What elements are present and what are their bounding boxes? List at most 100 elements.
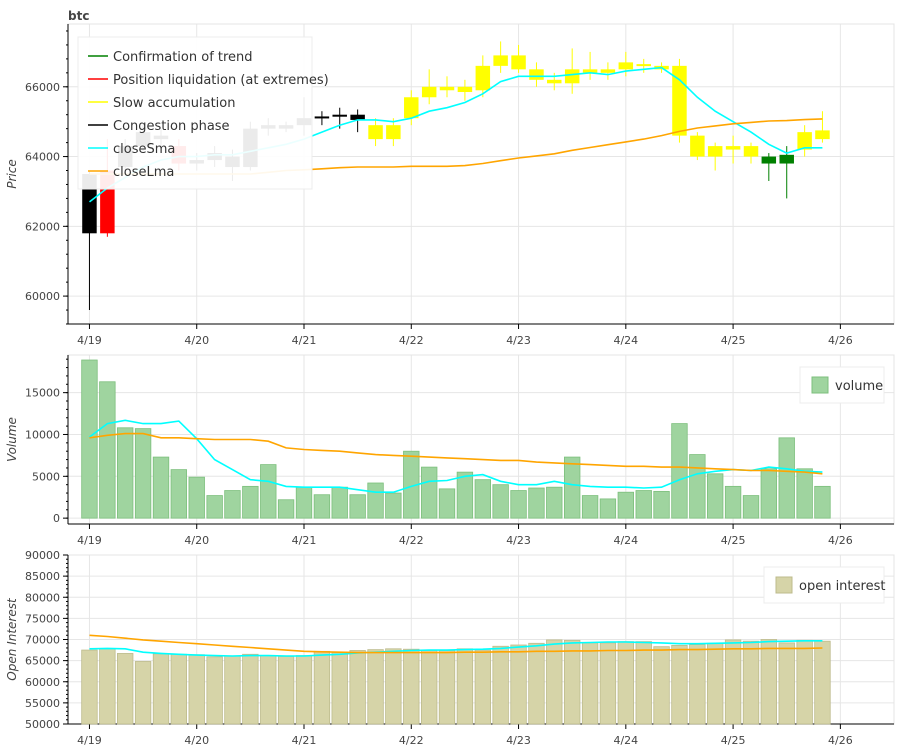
panel-2-bar	[456, 471, 474, 519]
candle-body	[725, 146, 741, 150]
panel-3-series-closeSma	[89, 639, 823, 657]
candle-body	[779, 154, 794, 164]
panel-3-x-tick-label: 4/19	[77, 734, 102, 747]
panel-3-y-tick-label: 70000	[25, 634, 60, 647]
panel-1-y-tick-label: 64000	[25, 151, 60, 164]
panel-3-bar	[313, 650, 331, 725]
panel-1-x-tick-label: 4/25	[721, 334, 746, 347]
panel-3-bar	[242, 653, 259, 725]
candle-body	[314, 116, 330, 119]
panel-3-bar	[81, 649, 98, 725]
panel-2-x-tick-label: 4/22	[399, 534, 424, 547]
panel-1-y-tick-label: 66000	[25, 81, 60, 94]
panel-2-y-tick-label: 10000	[25, 428, 60, 441]
panel-3-bar	[706, 642, 724, 725]
panel-3-x-tick-label: 4/22	[399, 734, 424, 747]
panel-2-bar	[242, 485, 259, 519]
panel-2-bar	[116, 427, 134, 519]
panel-3-bar	[653, 646, 670, 725]
panel-3-y-tick-label: 80000	[25, 591, 60, 604]
legend-label: Confirmation of trend	[113, 50, 253, 65]
panel-3-bar	[689, 644, 706, 725]
panel-2-bar	[510, 490, 527, 519]
panel-3-bar	[671, 645, 688, 725]
legend-box	[77, 36, 313, 190]
panel-3-bar	[277, 656, 295, 725]
panel-2-bar	[421, 466, 438, 519]
panel-3-bar	[438, 650, 456, 725]
chart-title: btc	[68, 9, 89, 23]
panel-2-bar	[742, 495, 760, 519]
panel-2-bar	[99, 381, 116, 519]
panel-3-bar	[581, 642, 599, 725]
panel-3-bar	[170, 653, 187, 725]
candle-body	[600, 69, 616, 73]
panel-3-x-tick-label: 4/26	[828, 734, 853, 747]
panel-3-bar	[546, 639, 563, 725]
panel-2-bar	[528, 487, 545, 519]
panel-3-x-tick-label: 4/24	[613, 734, 638, 747]
panel-2-x-tick-label: 4/20	[184, 534, 209, 547]
panel-3-bar	[456, 648, 474, 725]
panel-3-legend-swatch	[775, 576, 793, 594]
legend-label: closeSma	[113, 142, 175, 157]
panel-2-bar	[724, 485, 742, 519]
panel-2-legend-swatch	[811, 376, 829, 394]
panel-3-bar	[224, 655, 241, 725]
panel-2-bar	[134, 428, 152, 519]
candle-body	[404, 97, 419, 119]
panel-2-bar	[331, 486, 348, 519]
panel-3-bar	[260, 655, 277, 725]
panel-3-bar	[206, 656, 223, 725]
panel-2-bar	[206, 495, 223, 519]
panel-2-bar	[277, 499, 295, 519]
panel-2-bar	[653, 490, 670, 519]
panel-2-bar	[349, 494, 366, 519]
panel-2-bar	[635, 490, 652, 519]
panel-3-bar	[152, 653, 170, 725]
candle-body	[529, 69, 544, 80]
panel-3-y-tick-label: 60000	[25, 676, 60, 689]
panel-2-x-tick-label: 4/23	[506, 534, 531, 547]
panel-2-bar	[367, 482, 384, 519]
panel-3-bar	[331, 652, 348, 725]
candle-body	[332, 114, 347, 117]
panel-3-bar	[99, 648, 116, 725]
panel-2-bar	[706, 473, 724, 519]
panel-3-bar	[367, 649, 384, 725]
panel-1-x-tick-label: 4/20	[184, 334, 209, 347]
panel-3-bar	[796, 639, 813, 725]
candle-body	[547, 79, 562, 84]
panel-2-bar	[385, 492, 402, 519]
panel-3-bar	[564, 639, 581, 725]
candle-body	[457, 86, 473, 93]
panel-3-bar	[528, 642, 545, 725]
candle-body	[368, 125, 383, 140]
panel-2-bar	[778, 437, 795, 519]
panel-2-bar	[313, 494, 331, 519]
panel-2-y-tick-label: 15000	[25, 387, 60, 400]
legend-label: Congestion phase	[113, 119, 230, 134]
panel-1-x-tick-label: 4/24	[613, 334, 638, 347]
panel-2-bar	[224, 490, 241, 519]
panel-2-x-tick-label: 4/26	[828, 534, 853, 547]
candle-body	[493, 55, 508, 66]
panel-2-legend-label: volume	[835, 379, 883, 394]
panel-3-bar	[778, 642, 795, 725]
panel-2-bar	[188, 476, 205, 519]
panel-3-bar	[116, 653, 134, 725]
panel-2-bar	[671, 423, 688, 519]
panel-3-y-axis-label: Open Interest	[5, 597, 19, 681]
panel-3-x-tick-label: 4/20	[184, 734, 209, 747]
panel-3-bar	[421, 650, 438, 725]
panel-3-bar	[760, 639, 777, 725]
candle-body	[761, 156, 777, 164]
candle-body	[797, 132, 812, 150]
panel-3-bar	[134, 661, 152, 725]
candle-body	[636, 64, 651, 67]
panel-3-bar	[188, 654, 205, 725]
panel-3-x-tick-label: 4/21	[292, 734, 317, 747]
panel-3-bar	[474, 649, 492, 725]
panel-2-bar	[546, 486, 563, 519]
